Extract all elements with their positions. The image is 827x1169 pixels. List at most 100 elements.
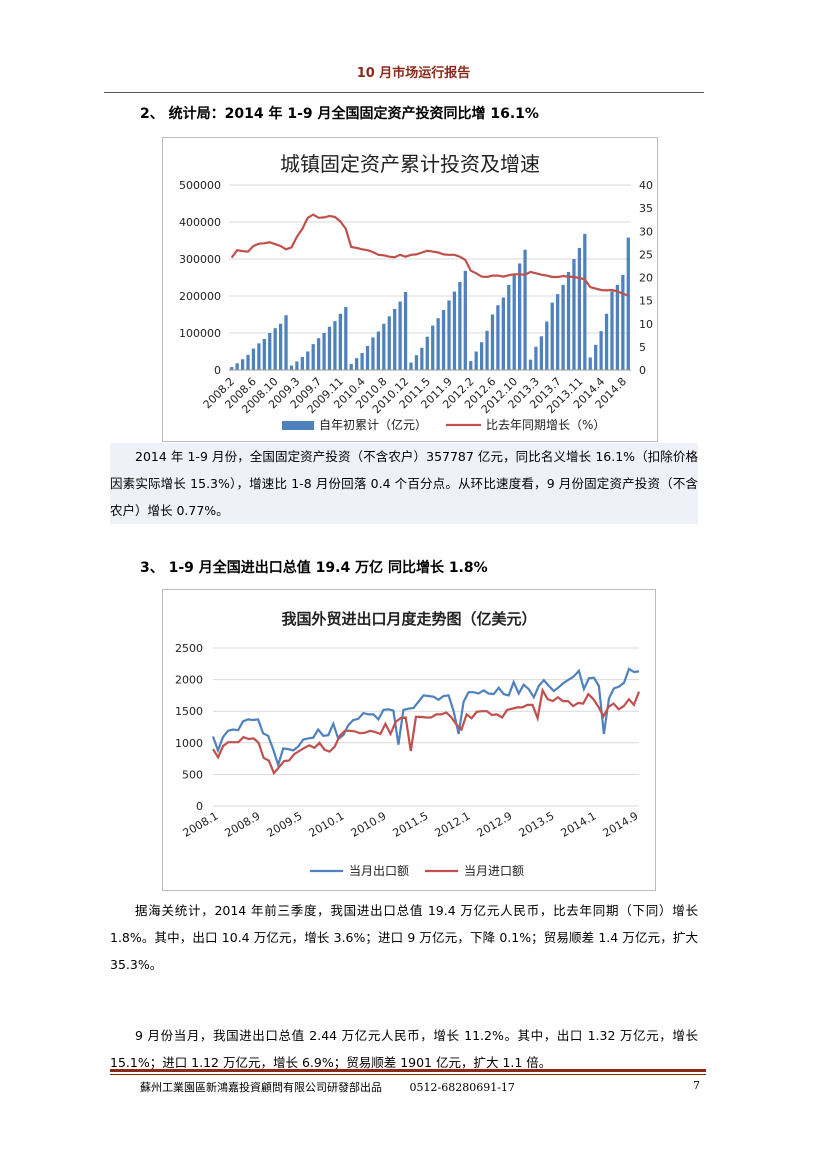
bar [479,342,484,370]
bar [621,274,625,370]
bar [566,271,571,370]
bar [338,313,342,370]
bar [528,359,533,370]
x-tick-label: 2009.5 [265,809,305,840]
legend-line-label: 比去年同期增长（%） [486,418,605,432]
bar [251,348,256,370]
paragraph-trade-sept: 9 月份当月，我国进出口总值 2.44 万亿元人民币，增长 11.2%。其中，出… [110,1028,698,1070]
bar [327,326,332,370]
bar [230,367,234,370]
footer-rule-thin [110,1074,706,1075]
bar [317,338,321,370]
bar [626,237,630,370]
bar [311,344,315,370]
bar [545,321,549,370]
bar [371,337,375,370]
report-header: 10 月市场运行报告 [356,66,471,81]
y-tick-label-left: 100000 [179,327,221,340]
x-tick-label: 2013.5 [517,809,557,840]
x-tick-label: 2008.1 [181,809,221,840]
bar [322,333,326,370]
bar [507,284,511,370]
bar [403,291,408,370]
y-tick-label: 500 [182,768,203,781]
bar [262,338,266,370]
x-tick-label: 2012.1 [433,809,473,840]
bar [376,331,381,370]
bar [414,355,419,370]
bar [463,270,467,370]
bar [273,328,277,370]
x-tick-label: 2014.1 [559,809,599,840]
bar [268,333,272,370]
y-tick-label: 2000 [175,674,203,687]
bar [387,316,391,370]
header-divider [104,92,704,93]
bar [235,363,239,370]
y-tick-label-left: 200000 [179,290,221,303]
bar [594,344,598,370]
bar [360,352,364,370]
bar [523,249,527,370]
legend-bar-swatch [282,421,314,430]
bar [409,362,413,370]
growth-line [230,213,629,297]
bar [485,330,489,370]
bar [490,314,495,370]
bar [300,357,304,370]
x-tick-label: 2010.1 [307,809,347,840]
y-tick-label: 1500 [175,705,203,718]
bar [306,351,310,370]
y-tick-label-right: 20 [639,272,653,285]
paragraph-trade-q3: 据海关统计，2014 年前三季度，我国进出口总值 19.4 万亿元人民币，比去年… [110,903,698,972]
bar [588,357,592,370]
legend-import-label: 当月进口额 [464,864,524,878]
y-tick-label: 1000 [175,737,203,750]
y-tick-label-right: 35 [639,202,653,215]
bar [295,361,299,370]
bar [518,263,522,370]
bar [534,346,538,370]
footer: 蘇州工業園區新鴻嘉投資顧問有限公司研發部出品 0512-68280691-17 … [140,1079,700,1095]
bar [539,336,543,370]
y-tick-label-left: 300000 [179,253,221,266]
bar [365,345,370,370]
bar [284,315,288,370]
bar [420,347,424,370]
legend-export-label: 当月出口额 [349,864,409,878]
chart-trade-box: 我国外贸进出口月度走势图（亿美元） 2500 2000 1500 1000 500 0 200… [162,589,656,891]
bar [572,259,576,370]
chart-trade: 我国外贸进出口月度走势图（亿美元）25002000150010005000200… [175,610,641,878]
bar [474,351,478,370]
y-tick-label: 0 [196,800,203,813]
bar [425,336,429,370]
bar [452,291,457,370]
bar [577,247,582,370]
bar [333,321,337,370]
bar [441,310,446,370]
x-tick-label: 2014.9 [601,809,641,840]
paragraph-investment: 2014 年 1-9 月份，全国固定资产投资（不含农户）357787 亿元，同比… [110,443,698,524]
y-tick-label-left: 0 [214,364,221,377]
y-tick-label-left: 500000 [179,179,221,192]
bar [604,313,609,370]
bar [289,365,294,370]
chart-trade-title: 我国外贸进出口月度走势图（亿美元） [281,610,536,628]
bar [240,359,245,370]
y-tick-label: 2500 [175,642,203,655]
x-tick-label: 2008.9 [223,809,263,840]
bar [436,318,440,370]
x-tick-label: 2010.9 [349,809,389,840]
legend-bar-label: 自年初累计（亿元） [319,417,427,432]
export-line [211,667,640,769]
section-2-heading: 2、 统计局：2014 年 1-9 月全国固定资产投资同比增 16.1% [140,106,539,122]
bar [246,354,250,370]
chart-investment-title: 城镇固定资产累计投资及增速 [280,152,540,176]
bar [382,323,386,370]
bar [257,343,261,370]
y-tick-label-right: 0 [639,364,646,377]
bar [610,291,614,370]
section-3-heading: 3、 1-9 月全国进出口总值 19.4 万亿 同比增长 1.8% [140,560,488,576]
bar [501,297,505,370]
import-line [212,687,641,776]
